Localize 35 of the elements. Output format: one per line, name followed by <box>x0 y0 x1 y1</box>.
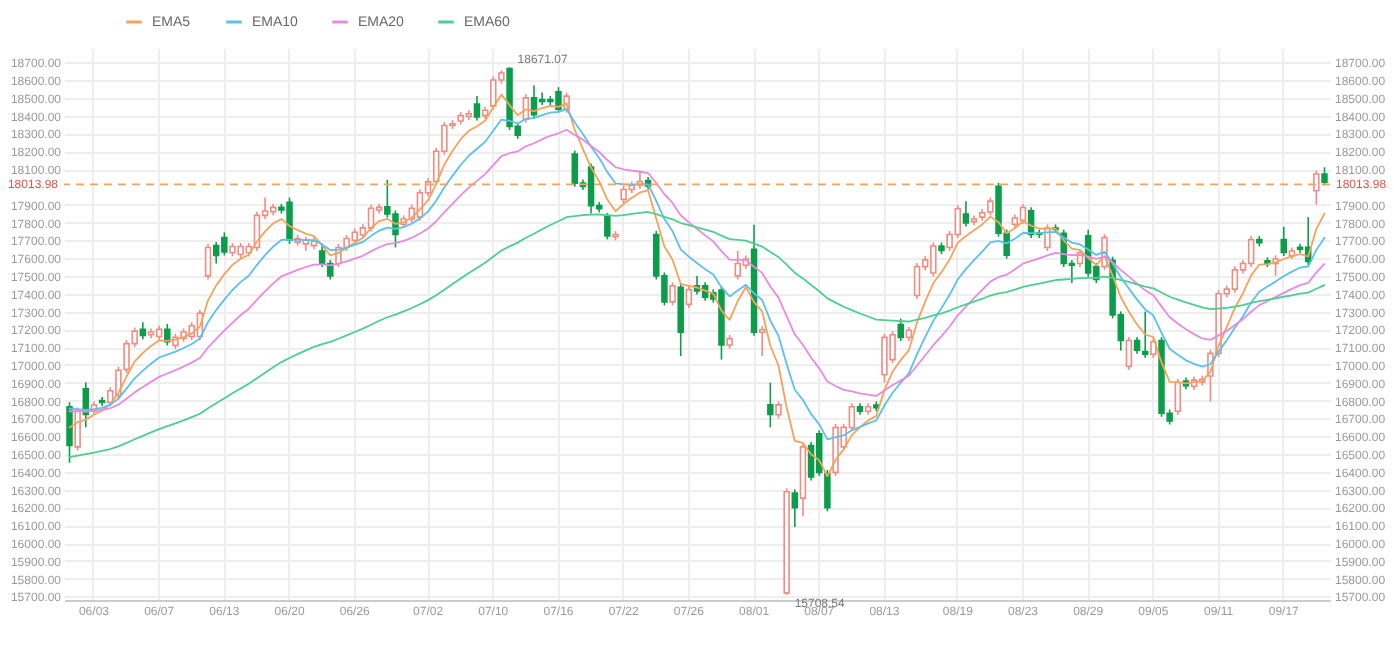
candlestick <box>1280 225 1287 257</box>
candlestick <box>221 231 228 257</box>
candlestick <box>1019 203 1027 225</box>
candlestick <box>204 243 212 281</box>
candlestick <box>1125 336 1133 371</box>
candlestick <box>669 281 676 307</box>
candlestick <box>604 212 611 241</box>
candlestick <box>1150 337 1157 359</box>
candlestick <box>1247 235 1255 268</box>
candlestick <box>734 250 741 281</box>
candlestick <box>962 200 970 228</box>
candlestick <box>824 469 831 513</box>
candlestick <box>212 241 220 265</box>
candlestick <box>1313 169 1320 206</box>
candlestick <box>1321 166 1328 187</box>
candlestick <box>677 282 684 357</box>
line-series <box>68 211 1326 459</box>
candlestick <box>897 317 904 342</box>
candlestick <box>473 95 481 122</box>
candlestick <box>685 285 693 309</box>
candlestick <box>1141 310 1149 359</box>
candlestick <box>286 196 293 245</box>
candlestick <box>1044 223 1051 252</box>
candlestick <box>555 86 562 114</box>
candlestick <box>930 241 937 278</box>
candlestick <box>913 262 921 300</box>
candlestick <box>758 325 766 357</box>
candlestick <box>791 488 799 528</box>
candlestick <box>571 149 578 188</box>
candlestick <box>66 401 73 464</box>
candlestick <box>367 203 375 233</box>
candlestick <box>832 423 839 477</box>
candlestick <box>881 332 888 384</box>
candlestick <box>1231 265 1239 294</box>
candlestick <box>767 381 774 429</box>
